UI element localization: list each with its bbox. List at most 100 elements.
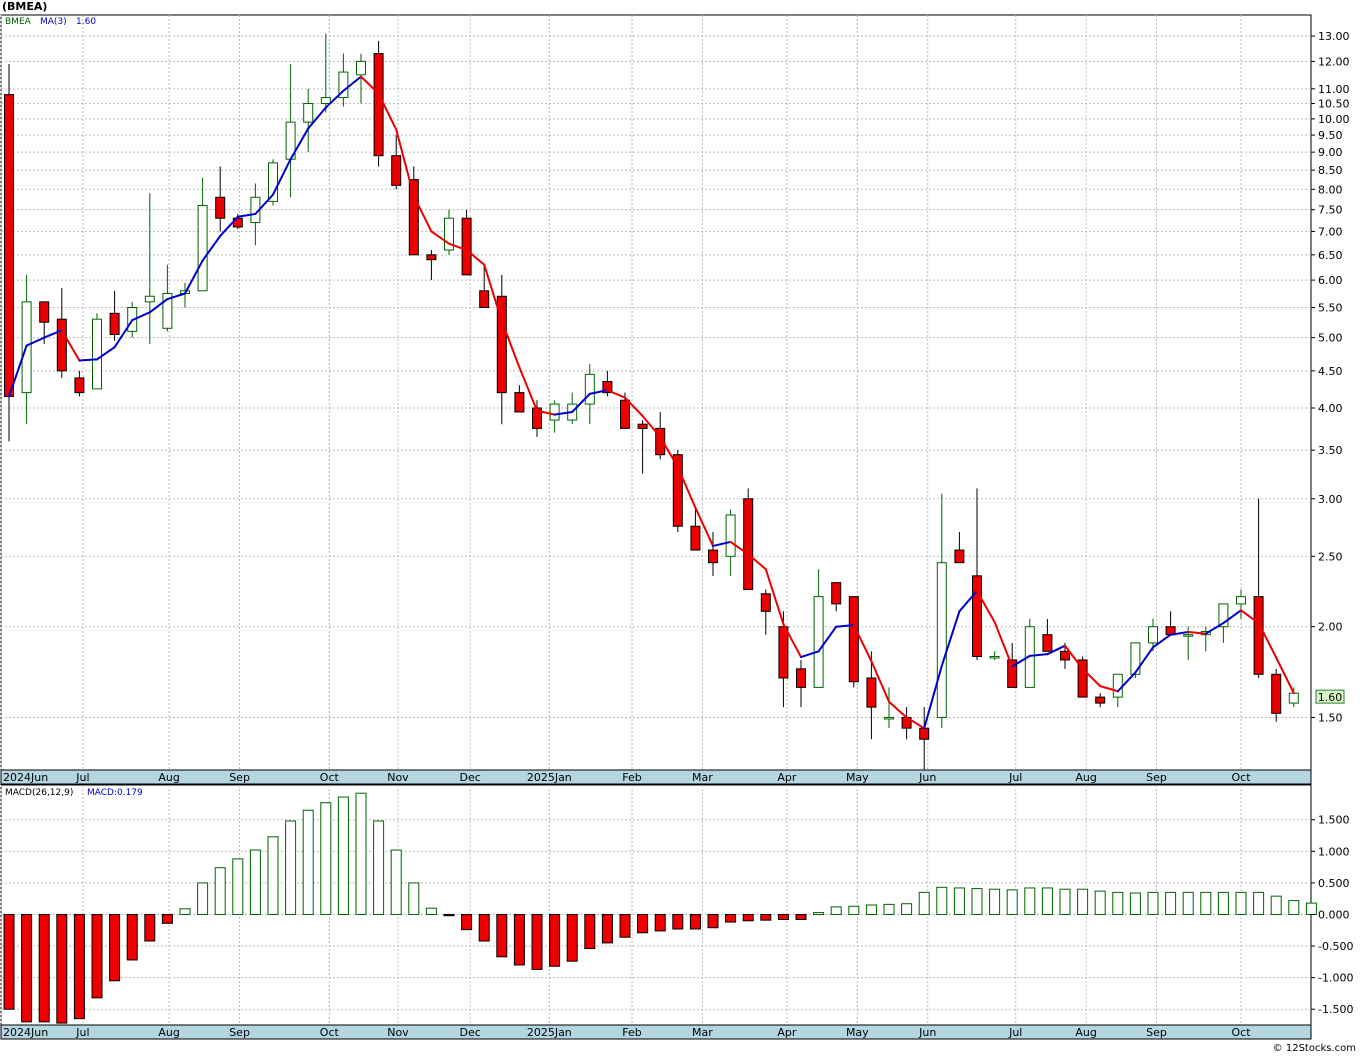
macd-bar [443,913,455,917]
macd-month-label: 2025Jan [527,1026,572,1039]
candle-body [690,525,701,551]
price-month-label: Sep [1146,771,1167,784]
macd-month-label: Feb [622,1026,641,1039]
candle [56,288,67,378]
price-month-label: Oct [320,771,340,784]
macd-bar [408,882,420,915]
macd-bar [144,913,156,942]
candle-body [496,295,507,394]
macd-bar [689,913,701,930]
candle-body [461,217,472,276]
ma-segment [518,366,538,412]
candle-body [39,301,50,323]
ma-segment [201,234,222,262]
macd-bar [795,913,807,921]
candle-body [1236,596,1246,605]
price-month-label: Aug [1075,771,1096,784]
macd-month-label: Apr [777,1026,797,1039]
macd-bar [285,820,297,915]
macd-axis-ticks: 1.500 1.000 0.500 0.000 -0.500 -1.000 -1.500 [1311,814,1353,1016]
ma-segment [289,127,310,161]
macd-tick-label: 1.000 [1318,845,1350,858]
ma-segment [236,212,257,218]
macd-bar [813,912,825,915]
price-tick-label: 3.00 [1318,493,1343,506]
ma-segment [43,329,63,339]
macd-bar [461,913,473,931]
ma-segment [148,298,169,314]
price-tick-label: 10.00 [1318,113,1350,126]
price-tick-label: 5.50 [1318,302,1343,315]
candle-body [74,377,85,394]
ma-segment [377,92,398,131]
price-tick-label: 6.50 [1318,249,1343,262]
macd-legend-name: MACD(26,12,9) [5,788,73,798]
macd-bar [513,913,525,966]
macd-bar [830,906,842,915]
candle [549,400,560,433]
ma-segment [395,128,415,197]
macd-bar [901,903,913,915]
ma-segment [676,466,697,509]
macd-bar [373,820,385,915]
candle-body [954,549,965,564]
macd-bar [1006,889,1018,915]
macd-bar [1077,888,1089,915]
candle [197,177,208,292]
candle [215,166,226,232]
ma-segment [888,700,908,719]
candle [391,135,402,190]
candle [690,509,701,551]
price-tick-label: 6.00 [1318,274,1343,287]
last-price-label: 1.60 [1315,689,1345,704]
macd-bar [126,913,138,961]
candle-body [620,399,630,429]
candle [514,385,525,413]
macd-bar [1305,902,1317,915]
macd-bar [1253,891,1265,915]
ma-segment [800,650,820,659]
ma-segment [1064,644,1084,670]
macd-month-label: Aug [1075,1026,1096,1039]
ma-segment [694,506,714,547]
macd-bar [672,913,684,930]
candle-body [391,155,402,186]
price-month-label: Jun [918,771,936,784]
candle [1253,498,1264,678]
price-tick-label: 2.50 [1318,550,1343,563]
price-month-label: Jul [75,771,89,784]
price-month-label: Mar [692,771,713,784]
macd-bar [1112,891,1124,915]
candle-body [1024,626,1035,688]
price-tick-label: 8.00 [1318,183,1343,196]
ma-segment [1116,671,1137,693]
macd-bar [302,809,314,915]
candle [461,209,472,276]
macd-bar [496,913,508,958]
macd-bar [989,888,1001,915]
price-tick-label: 7.50 [1318,204,1343,217]
ma-segment [166,292,186,301]
ma-segment [958,589,978,613]
candle-body [584,373,595,405]
candle-body [426,254,437,261]
macd-bar [601,913,613,944]
macd-bar [214,867,226,915]
candle-body [637,423,648,429]
ma-segment [254,193,274,215]
candle-body [1112,673,1123,698]
macd-bar [320,802,332,915]
candle [1077,656,1088,698]
candle-body [1130,642,1141,675]
ma-segment [1134,646,1154,674]
price-month-label: Feb [622,771,641,784]
candle-body [760,593,771,612]
ma-segment [25,336,46,347]
macd-bar [1147,891,1159,915]
candle [268,159,278,206]
candle [320,33,331,113]
candle-body [1095,696,1106,704]
price-tick-label: 3.50 [1318,444,1343,457]
ma-segment [78,358,98,362]
candle [866,651,877,740]
